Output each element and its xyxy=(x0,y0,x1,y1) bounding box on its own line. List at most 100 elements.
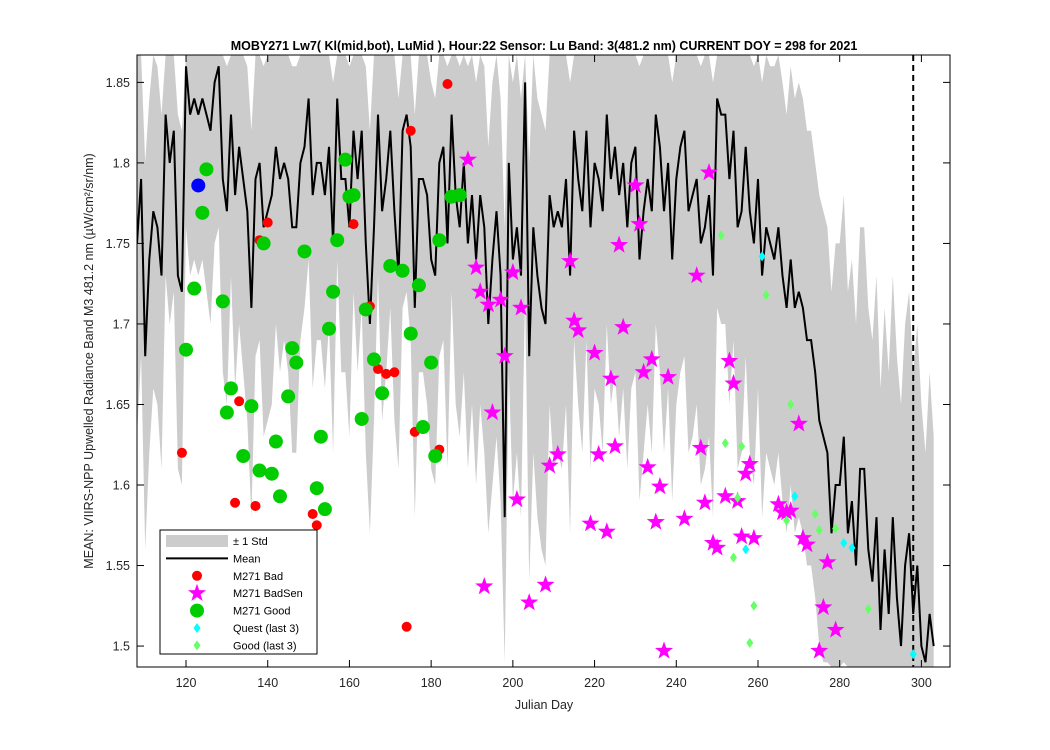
point-m271-badsen xyxy=(626,176,645,194)
point-good-last-3 xyxy=(783,515,791,526)
legend-swatch-marker xyxy=(193,623,201,633)
point-m271-bad xyxy=(234,396,245,407)
point-m271-badsen xyxy=(581,514,600,532)
y-tick-label: 1.5 xyxy=(113,640,130,654)
point-m271-badsen xyxy=(724,374,743,392)
point-m271-badsen xyxy=(540,456,559,474)
point-m271-good xyxy=(281,389,296,404)
point-m271-badsen xyxy=(548,444,567,463)
point-m271-bad xyxy=(176,447,187,458)
point-m271-good xyxy=(256,236,271,251)
point-m271-good xyxy=(223,381,238,396)
point-m271-badsen xyxy=(561,251,580,269)
point-m271-bad xyxy=(250,500,261,511)
point-m271-badsen xyxy=(610,235,629,253)
point-m271-badsen xyxy=(606,436,624,454)
point-m271-good xyxy=(309,481,324,496)
x-tick-label: 200 xyxy=(502,676,523,690)
point-m271-good xyxy=(252,463,267,478)
point-m271-good xyxy=(187,281,202,296)
point-m271-good xyxy=(338,152,353,167)
y-tick-label: 1.85 xyxy=(106,76,130,90)
point-good-last-3 xyxy=(762,289,770,300)
legend-label: Quest (last 3) xyxy=(233,623,299,635)
point-m271-badsen xyxy=(781,501,800,519)
point-m271-badsen xyxy=(798,535,816,553)
point-m271-bad xyxy=(230,497,241,508)
x-tick-label: 280 xyxy=(829,676,850,690)
point-quest-last-3 xyxy=(848,542,856,553)
point-good-last-3 xyxy=(811,509,819,519)
point-m271-badsen xyxy=(732,527,751,545)
point-m271-badsen xyxy=(634,362,653,380)
point-m271-good xyxy=(424,355,439,370)
point-good-last-3 xyxy=(750,600,758,611)
legend-label: M271 Good xyxy=(233,606,290,618)
point-m271-badsen xyxy=(793,528,812,546)
point-m271-badsen xyxy=(740,454,759,472)
point-m271-badsen xyxy=(655,641,674,659)
x-tick-label: 220 xyxy=(584,676,605,690)
mean-line-layer xyxy=(137,66,935,663)
point-current xyxy=(191,178,206,193)
point-m271-badsen xyxy=(585,343,604,361)
point-m271-good xyxy=(375,386,390,401)
point-m271-good xyxy=(411,278,426,293)
point-m271-badsen xyxy=(503,262,522,281)
point-m271-badsen xyxy=(736,464,755,482)
point-m271-badsen xyxy=(458,150,477,168)
point-m271-badsen xyxy=(695,493,714,511)
point-m271-good xyxy=(195,205,210,220)
point-m271-good xyxy=(317,502,332,517)
x-tick-label: 120 xyxy=(176,676,197,690)
point-quest-last-3 xyxy=(758,251,766,262)
point-m271-good xyxy=(199,162,214,177)
legend-label: M271 BadSen xyxy=(233,588,303,600)
point-m271-good xyxy=(272,489,287,504)
point-m271-badsen xyxy=(638,457,657,475)
legend-swatch-marker xyxy=(188,583,206,601)
point-m271-badsen xyxy=(589,444,608,463)
x-tick-label: 180 xyxy=(421,676,442,690)
point-m271-bad xyxy=(262,217,273,228)
y-tick-label: 1.6 xyxy=(113,479,130,493)
std-band xyxy=(137,55,934,667)
point-m271-badsen xyxy=(565,311,584,329)
point-m271-badsen xyxy=(495,346,514,364)
point-m271-badsen xyxy=(479,295,498,313)
points-layer xyxy=(176,78,917,660)
point-m271-bad xyxy=(348,219,359,230)
point-m271-badsen xyxy=(642,349,661,368)
point-m271-badsen xyxy=(471,282,490,300)
legend-label: M271 Bad xyxy=(233,571,283,583)
point-m271-badsen xyxy=(520,593,539,611)
x-tick-label: 140 xyxy=(257,676,278,690)
point-m271-badsen xyxy=(650,477,669,495)
std-band-layer xyxy=(137,55,934,667)
point-m271-badsen xyxy=(789,414,808,432)
point-m271-badsen xyxy=(601,369,620,387)
point-m271-bad xyxy=(373,364,384,375)
legend-label: Good (last 3) xyxy=(233,640,297,652)
y-tick-label: 1.8 xyxy=(113,156,130,170)
point-quest-last-3 xyxy=(840,537,848,548)
point-m271-badsen xyxy=(475,577,494,595)
point-m271-good xyxy=(236,449,251,464)
point-m271-good xyxy=(297,244,312,259)
point-m271-good xyxy=(432,233,447,248)
chart-title: MOBY271 Lw7( Kl(mid,bot), LuMid ), Hour:… xyxy=(231,39,858,53)
point-m271-good xyxy=(244,399,259,414)
point-m271-bad xyxy=(405,125,416,136)
x-tick-label: 160 xyxy=(339,676,360,690)
point-m271-badsen xyxy=(569,320,588,339)
point-m271-bad xyxy=(311,520,322,531)
point-m271-badsen xyxy=(818,552,837,570)
mean-line xyxy=(137,66,935,663)
point-good-last-3 xyxy=(738,441,746,452)
point-m271-good xyxy=(395,263,410,278)
legend-box xyxy=(159,529,318,655)
axes-ticks: 120 140 160 180 200 220 240 260 280 300 1.5 1.55 1.6… xyxy=(106,55,950,690)
point-m271-badsen xyxy=(716,486,735,504)
point-m271-bad xyxy=(307,509,318,519)
